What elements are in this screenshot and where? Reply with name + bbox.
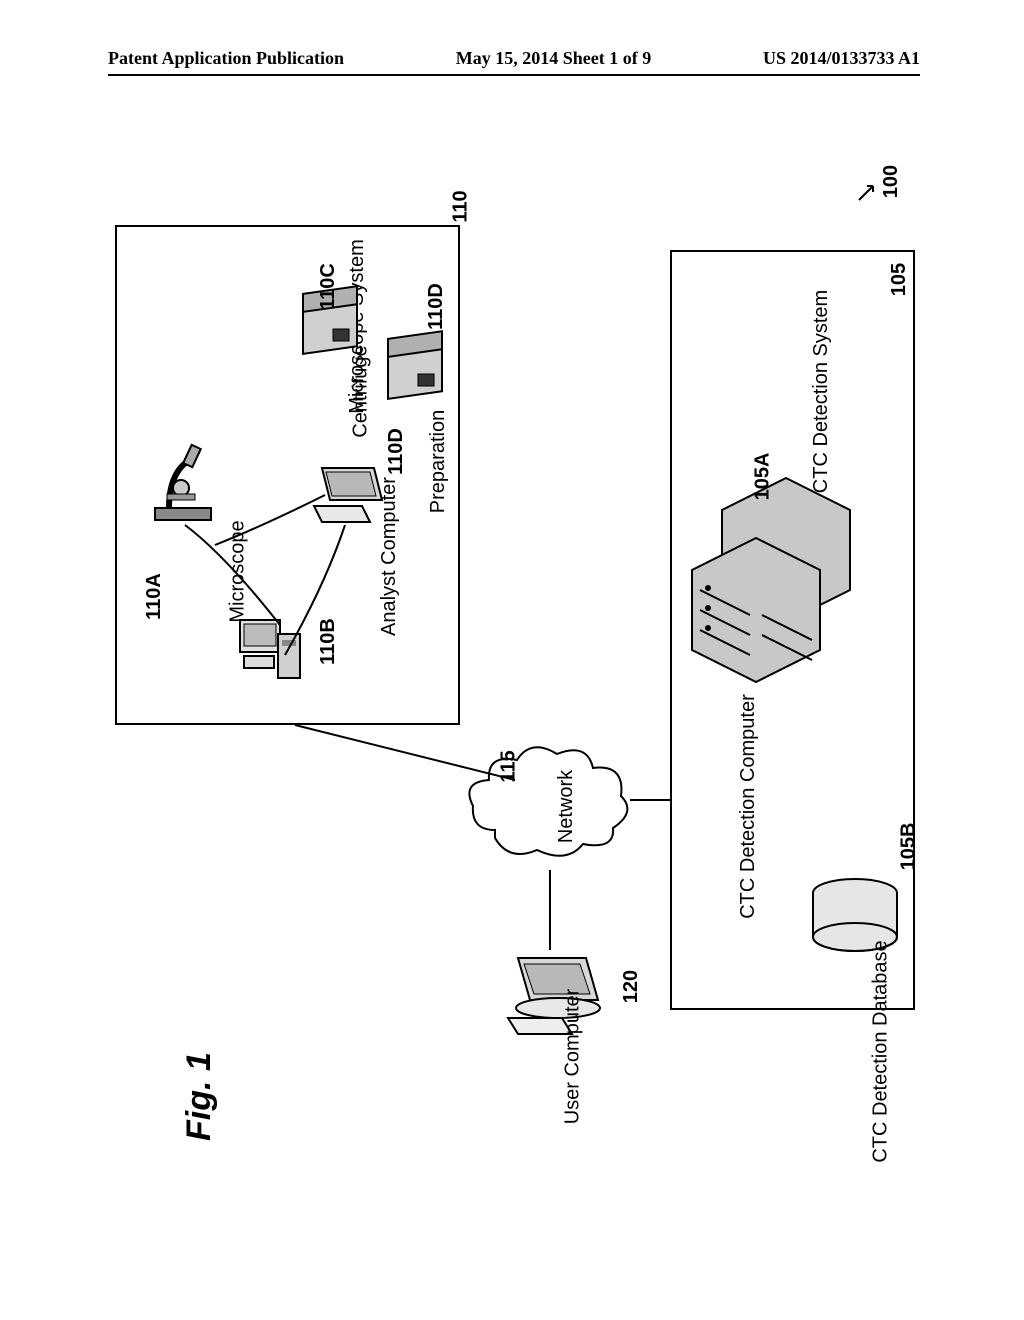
ctc-system-label2: CTC Detection System [810,290,833,493]
ref-105a: 105A [751,453,774,501]
header-center: May 15, 2014 Sheet 1 of 9 [456,48,651,69]
user-computer-icon [500,950,610,1040]
header-right: US 2014/0133733 A1 [763,48,920,69]
page-header: Patent Application Publication May 15, 2… [108,48,920,69]
ctc-database-label2: CTC Detection Database [870,940,893,1162]
server-rack-icon [690,470,870,700]
header-rule [108,74,920,76]
ref-105: 105 [888,263,911,296]
ref-105b: 105B [897,823,920,871]
user-computer-label: User Computer [561,989,584,1125]
header-left: Patent Application Publication [108,48,344,69]
figure-caption: Fig. 1 [180,1052,219,1141]
patent-page: Patent Application Publication May 15, 2… [0,0,1024,1320]
ref-120: 120 [620,970,643,1003]
ctc-computer-label: CTC Detection Computer [737,694,760,919]
figure-1: 100 110 Microscope System 110C Centrifug… [115,140,915,1120]
